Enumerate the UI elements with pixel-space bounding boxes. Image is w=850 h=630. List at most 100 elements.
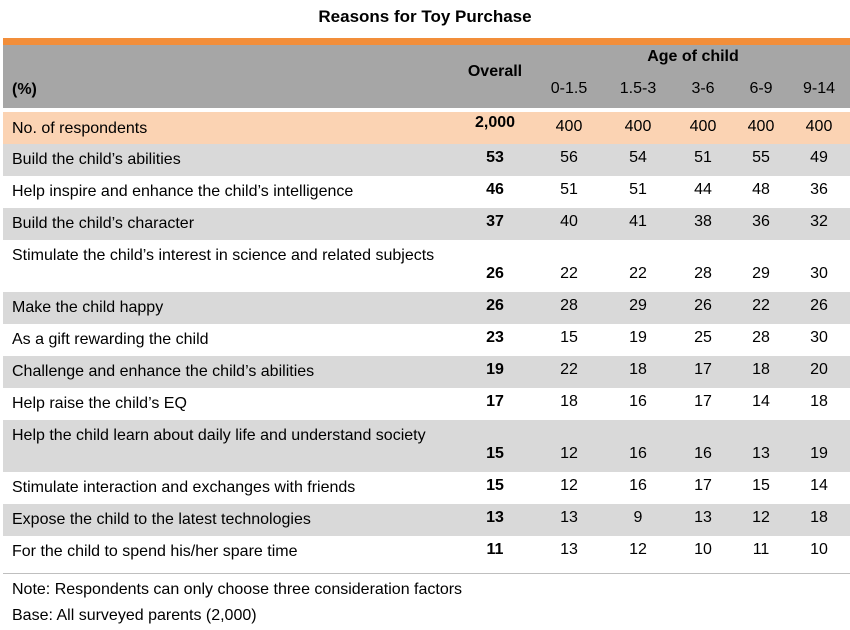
row-age-value: 36 [752,213,770,230]
age-group-3-6: 3-6 [691,80,715,97]
row-age-value: 13 [560,509,578,526]
respondents-overall: 2,000 [474,114,516,131]
respondents-cell: 400 [555,118,583,135]
row-age-value: 22 [560,361,578,378]
row-age-value: 28 [752,329,770,346]
row-age-value: 16 [629,445,647,462]
row-label: Help inspire and enhance the child’s int… [12,183,354,200]
unit-label: (%) [12,81,37,98]
row-label: Stimulate the child’s interest in scienc… [12,247,435,264]
accent-bar [3,38,850,45]
row-age-value: 11 [752,541,770,558]
row-age-value: 16 [694,445,712,462]
table-row: Make the child happy 26 28 29 26 22 26 [3,292,850,324]
age-group-6-9: 6-9 [749,80,773,97]
row-overall-value: 37 [486,213,504,230]
row-age-value: 15 [752,477,770,494]
row-age-value: 10 [810,541,828,558]
base-line: Base: All surveyed parents (2,000) [12,607,257,624]
row-age-value: 54 [629,149,647,166]
chart-title: Reasons for Toy Purchase [318,7,532,26]
table-header: Overall Age of child (%) 0-1.5 1.5-3 3-6… [3,45,850,108]
table-row: Help inspire and enhance the child’s int… [3,176,850,208]
row-label: For the child to spend his/her spare tim… [12,543,298,560]
row-age-value: 40 [560,213,578,230]
row-age-value: 51 [629,181,647,198]
row-label: Help raise the child’s EQ [12,395,187,412]
row-age-value: 19 [810,445,828,462]
row-label: Stimulate interaction and exchanges with… [12,479,356,496]
row-label: Expose the child to the latest technolog… [12,511,311,528]
table-row: Build the child’s abilities 53 56 54 51 55 49 [3,144,850,176]
row-age-value: 13 [752,445,770,462]
row-overall-value: 19 [486,361,504,378]
row-age-value: 12 [629,541,647,558]
row-age-value: 17 [694,393,712,410]
row-age-value: 28 [694,265,712,282]
row-age-value: 32 [810,213,828,230]
table-notes: Note: Respondents can only choose three … [3,573,850,624]
overall-column-header: Overall [467,63,523,80]
row-age-value: 13 [560,541,578,558]
row-overall-value: 23 [486,329,504,346]
row-age-value: 13 [694,509,712,526]
row-age-value: 49 [810,149,828,166]
row-age-value: 16 [629,393,647,410]
table-row: Help raise the child’s EQ 17 18 16 17 14 18 [3,388,850,420]
table-row: Expose the child to the latest technolog… [3,504,850,536]
row-age-value: 28 [560,297,578,314]
row-age-value: 18 [560,393,578,410]
row-age-value: 15 [560,329,578,346]
table-row: Stimulate the child’s interest in scienc… [3,240,850,292]
row-age-value: 18 [752,361,770,378]
row-age-value: 18 [810,393,828,410]
row-age-value: 18 [810,509,828,526]
row-age-value: 10 [694,541,712,558]
row-age-value: 55 [752,149,770,166]
row-label: Make the child happy [12,299,164,316]
row-age-value: 14 [752,393,770,410]
row-age-value: 36 [810,181,828,198]
row-label: Challenge and enhance the child’s abilit… [12,363,315,380]
row-age-value: 12 [752,509,770,526]
row-age-value: 17 [694,477,712,494]
row-age-value: 30 [810,329,828,346]
row-overall-value: 15 [486,445,504,462]
row-overall-value: 15 [486,477,504,494]
table-row: For the child to spend his/her spare tim… [3,536,850,568]
row-age-value: 16 [629,477,647,494]
age-group-0-1-5: 0-1.5 [550,80,588,97]
table-row: Help the child learn about daily life an… [3,420,850,472]
row-age-value: 56 [560,149,578,166]
row-age-value: 12 [560,477,578,494]
row-age-value: 18 [629,361,647,378]
row-overall-value: 13 [486,509,504,526]
row-overall-value: 53 [486,149,504,166]
row-overall-value: 11 [486,541,504,558]
table-row: Build the child’s character 37 40 41 38 36 32 [3,208,850,240]
row-age-value: 29 [629,297,647,314]
table-row: Stimulate interaction and exchanges with… [3,472,850,504]
row-overall-value: 26 [486,265,504,282]
row-label: Build the child’s character [12,215,195,232]
row-age-value: 25 [694,329,712,346]
row-age-value: 51 [560,181,578,198]
row-age-value: 19 [629,329,647,346]
row-age-value: 22 [560,265,578,282]
note-line: Note: Respondents can only choose three … [12,581,463,598]
row-age-value: 44 [694,181,712,198]
respondents-cell: 400 [805,118,833,135]
row-age-value: 29 [752,265,770,282]
respondents-row: No. of respondents 2,000 400 400 400 400 400 [3,112,850,144]
row-age-value: 12 [560,445,578,462]
row-label: As a gift rewarding the child [12,331,209,348]
row-age-value: 20 [810,361,828,378]
age-group-9-14: 9-14 [802,80,836,97]
row-age-value: 22 [752,297,770,314]
age-group-header: Age of child [647,48,739,65]
row-age-value: 14 [810,477,828,494]
row-age-value: 26 [810,297,828,314]
row-overall-value: 26 [486,297,504,314]
row-age-value: 22 [629,265,647,282]
row-age-value: 17 [694,361,712,378]
